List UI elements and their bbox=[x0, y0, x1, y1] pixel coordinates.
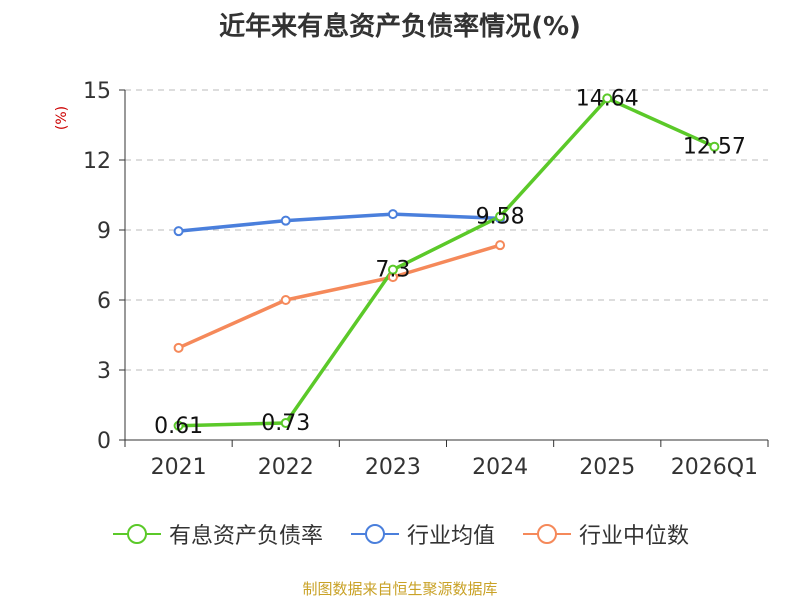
x-tick-label: 2026Q1 bbox=[671, 455, 758, 480]
data-points bbox=[173, 93, 720, 431]
y-tick-label: 3 bbox=[97, 359, 111, 384]
data-point bbox=[173, 420, 184, 431]
x-tick-label: 2023 bbox=[365, 455, 421, 480]
y-tick-label: 6 bbox=[97, 289, 111, 314]
chart-title: 近年来有息资产负债率情况(%) bbox=[219, 12, 581, 42]
series-line bbox=[178, 212, 501, 233]
source-note: 制图数据来自恒生聚源数据库 bbox=[302, 580, 498, 598]
legend-item-interest-debt-ratio[interactable]: 有息资产负债率 bbox=[111, 518, 323, 550]
legend-label: 行业中位数 bbox=[579, 524, 690, 549]
data-point bbox=[173, 342, 184, 353]
series-lines bbox=[177, 96, 716, 428]
x-tick-label: 2024 bbox=[472, 455, 528, 480]
series-line bbox=[177, 243, 501, 350]
data-point bbox=[495, 211, 506, 222]
data-label: 0.61 bbox=[154, 414, 203, 439]
axes: 0 3 6 9 12 15 2021 2022 2023 2024 2025 2026Q1 bbox=[83, 79, 769, 480]
y-tick-label: 9 bbox=[97, 219, 111, 244]
legend: 有息资产负债率 行业均值 行业中位数 bbox=[0, 518, 800, 550]
legend-marker-orange bbox=[523, 524, 571, 544]
legend-label: 有息资产负债率 bbox=[168, 524, 323, 549]
data-label: 0.73 bbox=[261, 411, 310, 436]
legend-marker-green bbox=[112, 524, 161, 544]
data-label: 9.58 bbox=[476, 204, 525, 229]
data-point bbox=[387, 209, 398, 220]
data-point bbox=[173, 226, 184, 237]
legend-marker-blue bbox=[350, 524, 399, 544]
data-point bbox=[602, 93, 613, 104]
x-tick-label: 2022 bbox=[258, 455, 314, 480]
series-line bbox=[178, 96, 716, 428]
legend-item-industry-mean[interactable]: 行业均值 bbox=[349, 518, 495, 550]
data-point bbox=[387, 264, 398, 275]
legend-label: 行业均值 bbox=[406, 524, 495, 549]
data-point bbox=[280, 417, 291, 428]
x-tick-label: 2021 bbox=[151, 455, 207, 480]
y-tick-label: 12 bbox=[83, 149, 111, 174]
data-label: 14.64 bbox=[576, 86, 639, 111]
data-point bbox=[709, 141, 720, 152]
data-label: 7.3 bbox=[375, 258, 410, 283]
data-point bbox=[280, 295, 291, 305]
data-point bbox=[280, 215, 291, 226]
data-label: 12.57 bbox=[683, 135, 746, 160]
x-tick-label: 2025 bbox=[579, 455, 635, 480]
y-tick-label: 0 bbox=[97, 429, 111, 454]
grid-lines bbox=[125, 89, 768, 371]
y-tick-label: 15 bbox=[83, 79, 111, 104]
data-point bbox=[495, 240, 506, 251]
data-labels: 0.61 0.73 7.3 9.58 14.64 12.57 bbox=[154, 86, 746, 438]
legend-item-industry-median[interactable]: 行业中位数 bbox=[521, 518, 689, 550]
